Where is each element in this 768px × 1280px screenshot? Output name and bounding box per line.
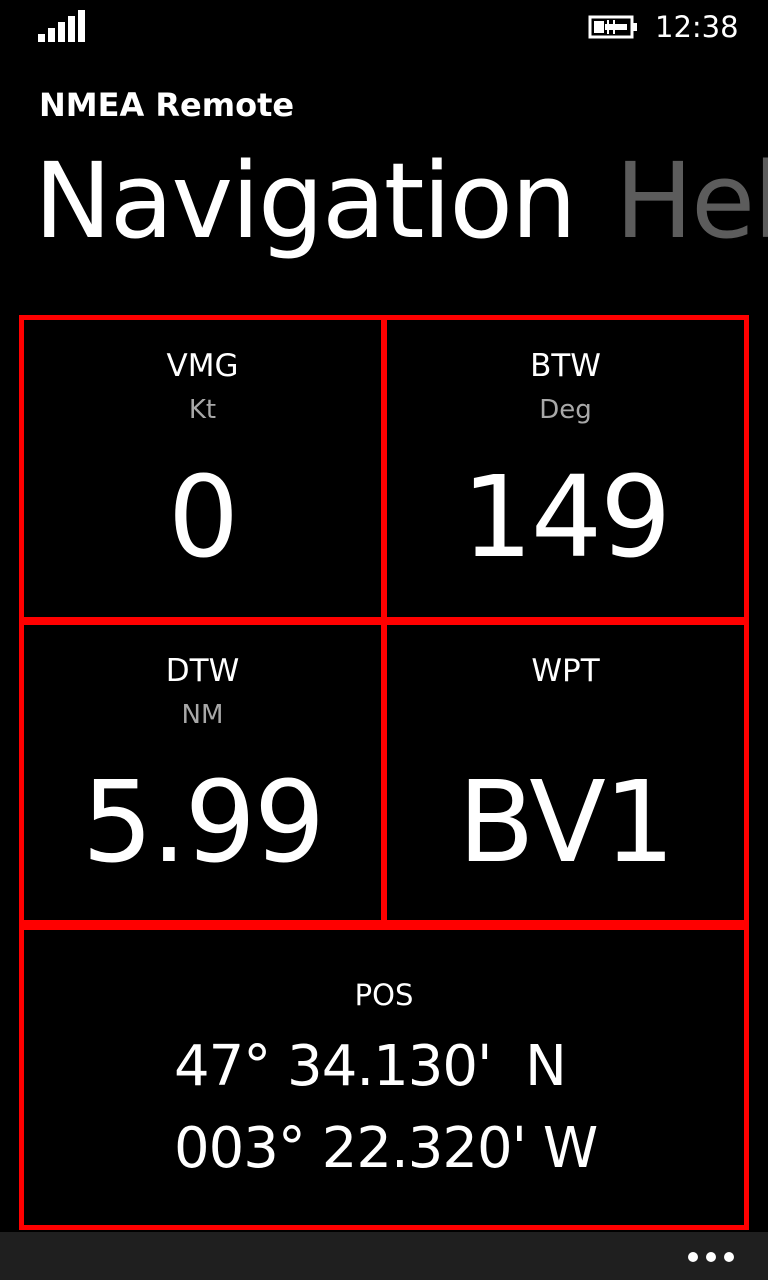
tile-label: VMG xyxy=(166,348,239,384)
tile-pos[interactable]: POS 47° 34.130' N 003° 22.320' W xyxy=(19,925,749,1230)
tile-btw[interactable]: BTW Deg 149 xyxy=(382,315,749,622)
tile-unit: Deg xyxy=(539,395,592,425)
tile-label: DTW xyxy=(165,653,240,689)
more-ellipsis-icon[interactable] xyxy=(688,1246,738,1266)
app-title: NMEA Remote xyxy=(39,86,295,124)
tile-value: 5.99 xyxy=(81,758,325,888)
pivot-item-help[interactable]: Hel xyxy=(614,140,768,262)
app-bar xyxy=(0,1232,768,1280)
pivot-header: Navigation Hel xyxy=(0,0,768,300)
tile-label: BTW xyxy=(530,348,601,384)
tile-dtw[interactable]: DTW NM 5.99 xyxy=(19,620,386,925)
battery-charging-icon xyxy=(588,15,637,39)
tile-vmg[interactable]: VMG Kt 0 xyxy=(19,315,386,622)
tile-value: 0 xyxy=(167,453,239,583)
signal-strength-icon xyxy=(38,10,86,42)
tile-label: POS xyxy=(354,978,414,1012)
status-bar: 12:38 xyxy=(0,0,768,56)
tile-unit: NM xyxy=(181,700,224,730)
position-longitude: 003° 22.320' W xyxy=(174,1116,598,1181)
tile-label: WPT xyxy=(531,653,600,689)
position-latitude: 47° 34.130' N xyxy=(174,1034,567,1099)
tile-wpt[interactable]: WPT BV1 xyxy=(382,620,749,925)
pivot-item-navigation[interactable]: Navigation xyxy=(34,140,577,262)
tile-unit: Kt xyxy=(188,395,217,425)
tile-value: BV1 xyxy=(457,758,675,888)
tile-value: 149 xyxy=(461,453,672,583)
status-time: 12:38 xyxy=(655,10,739,44)
